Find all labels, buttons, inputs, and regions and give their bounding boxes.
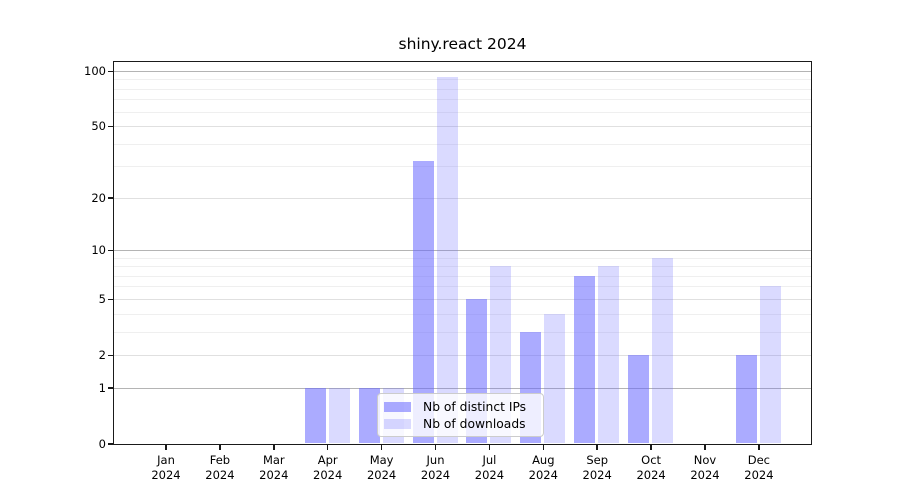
y-tick-mark bbox=[107, 249, 113, 252]
bar-distinct-ips-jun bbox=[412, 161, 434, 444]
x-tick-label: May 2024 bbox=[366, 453, 397, 482]
bars-layer bbox=[114, 62, 811, 444]
gridline-minor bbox=[113, 331, 811, 333]
x-tick-mark bbox=[326, 444, 329, 450]
legend: Nb of distinct IPs Nb of downloads bbox=[377, 393, 544, 437]
plot-area bbox=[112, 60, 812, 445]
y-tick-label: 2 bbox=[98, 348, 106, 363]
y-tick-label: 0 bbox=[98, 437, 106, 451]
bar-downloads-aug bbox=[544, 313, 566, 444]
bar-distinct-ips-sep bbox=[574, 275, 596, 444]
x-tick-label: Nov 2024 bbox=[690, 453, 720, 482]
x-tick-label: Jul 2024 bbox=[474, 453, 505, 482]
x-tick-mark bbox=[650, 444, 652, 450]
legend-swatch-downloads bbox=[384, 418, 411, 429]
y-tick-mark bbox=[107, 70, 113, 73]
y-tick-label: 20 bbox=[91, 191, 106, 206]
x-tick-mark bbox=[273, 444, 275, 450]
y-tick-mark bbox=[107, 197, 113, 199]
x-tick-mark bbox=[380, 444, 383, 450]
x-tick-mark bbox=[434, 444, 437, 450]
x-tick-mark bbox=[219, 444, 221, 450]
gridline-minor bbox=[113, 257, 811, 259]
bar-distinct-ips-may bbox=[358, 387, 380, 444]
x-tick-label: Apr 2024 bbox=[313, 453, 343, 482]
legend-swatch-distinct-ips bbox=[384, 401, 411, 412]
gridline-minor bbox=[113, 143, 811, 145]
x-tick-label: Oct 2024 bbox=[636, 453, 666, 482]
gridlines-layer bbox=[113, 62, 811, 444]
x-tick-mark bbox=[488, 444, 491, 450]
gridline-minor bbox=[113, 88, 811, 90]
bar-downloads-oct bbox=[652, 257, 674, 444]
bar-downloads-apr bbox=[328, 387, 350, 444]
x-tick-label: Dec 2024 bbox=[744, 453, 774, 482]
bar-distinct-ips-dec bbox=[735, 354, 757, 444]
bar-downloads-jun bbox=[436, 77, 458, 444]
bar-downloads-dec bbox=[759, 286, 781, 444]
y-tick-label: 50 bbox=[91, 119, 106, 134]
gridline-mid bbox=[113, 125, 811, 127]
gridline-minor bbox=[113, 79, 811, 81]
x-tick-mark bbox=[758, 444, 760, 450]
legend-label-downloads: Nb of downloads bbox=[423, 416, 526, 431]
y-tick-label: 100 bbox=[84, 64, 106, 79]
gridline-minor bbox=[113, 286, 811, 288]
x-tick-label: Mar 2024 bbox=[259, 453, 289, 482]
gridline-mid bbox=[113, 197, 811, 199]
gridline-major bbox=[113, 387, 811, 389]
legend-label-distinct-ips: Nb of distinct IPs bbox=[423, 399, 527, 414]
x-tick-mark bbox=[596, 444, 598, 450]
bar-distinct-ips-oct bbox=[628, 354, 650, 444]
x-tick-mark bbox=[165, 444, 167, 450]
gridline-minor bbox=[113, 99, 811, 101]
x-tick-label: Aug 2024 bbox=[528, 453, 558, 482]
bar-downloads-sep bbox=[598, 266, 620, 444]
gridline-major bbox=[113, 249, 811, 251]
gridline-mid bbox=[113, 354, 811, 356]
x-tick-mark bbox=[542, 444, 545, 450]
y-tick-mark bbox=[107, 443, 113, 445]
x-tick-label: Jun 2024 bbox=[420, 453, 451, 482]
y-tick-mark bbox=[107, 298, 113, 301]
x-tick-label: Jan 2024 bbox=[151, 453, 181, 482]
legend-row-distinct-ips: Nb of distinct IPs bbox=[384, 399, 537, 414]
y-tick-label: 1 bbox=[98, 381, 106, 396]
y-tick-mark bbox=[107, 387, 113, 389]
x-tick-label: Sep 2024 bbox=[582, 453, 612, 482]
bar-distinct-ips-apr bbox=[304, 387, 326, 444]
gridline-minor bbox=[113, 266, 811, 268]
gridline-major bbox=[113, 70, 811, 72]
chart-title: shiny.react 2024 bbox=[398, 35, 527, 53]
y-tick-label: 10 bbox=[91, 243, 106, 258]
gridline-mid bbox=[113, 298, 811, 300]
gridline-minor bbox=[113, 313, 811, 315]
y-tick-mark bbox=[107, 125, 113, 128]
x-tick-mark bbox=[704, 444, 706, 450]
y-tick-mark bbox=[107, 354, 113, 357]
y-tick-label: 5 bbox=[98, 292, 106, 307]
gridline-minor bbox=[113, 275, 811, 277]
gridline-minor bbox=[113, 111, 811, 113]
legend-row-downloads: Nb of downloads bbox=[384, 416, 537, 431]
x-tick-label: Feb 2024 bbox=[205, 453, 235, 482]
gridline-minor bbox=[113, 166, 811, 168]
